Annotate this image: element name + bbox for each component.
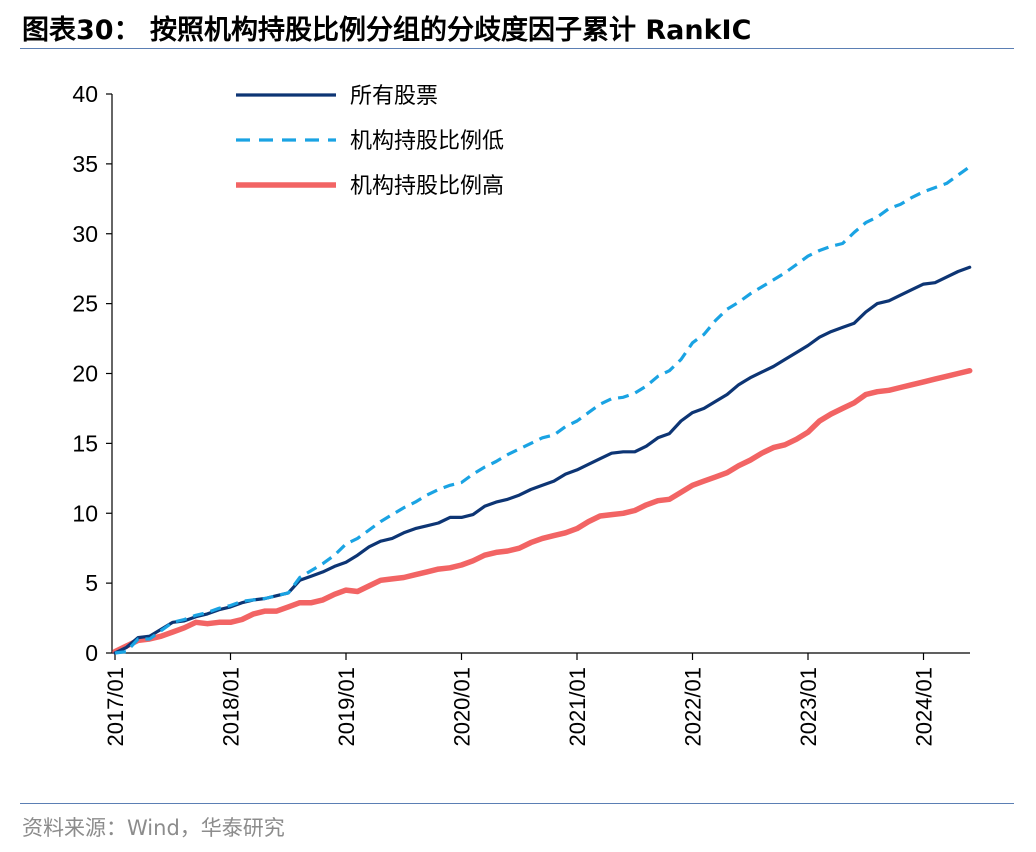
series-line-2 [112,367,973,655]
x-tick-label: 2018/01 [219,667,244,747]
x-tick-label: 2019/01 [334,667,359,747]
y-tick-label: 20 [72,361,98,387]
legend-label-1: 机构持股比例低 [350,129,504,154]
bottom-rule [20,803,1014,804]
y-tick-label: 5 [85,570,98,596]
series-line-1 [114,165,971,655]
y-tick-label: 10 [72,500,98,526]
y-tick-label: 25 [72,291,98,317]
x-tick-label: 2017/01 [103,667,128,747]
y-tick-label: 35 [72,151,98,177]
legend-label-0: 所有股票 [350,84,438,109]
y-tick-label: 0 [85,640,98,666]
x-tick-label: 2020/01 [450,667,475,747]
source-note: 资料来源：Wind，华泰研究 [22,816,285,840]
x-tick-label: 2023/01 [796,667,821,747]
series-layer [112,165,973,655]
top-rule [20,48,1014,49]
legend-label-2: 机构持股比例高 [350,174,504,199]
y-tick-label: 30 [72,221,98,247]
x-tick-label: 2024/01 [912,667,937,747]
figure-title: 图表30： 按照机构持股比例分组的分歧度因子累计 RankIC [22,15,752,46]
axes: 0 5 10 15 20 25 30 35 40 2017/01 2018/01 2019/01 202… [72,81,970,747]
y-tick-label: 40 [72,81,98,107]
series-line-0 [113,265,972,655]
x-tick-label: 2021/01 [565,667,590,747]
x-tick-label: 2022/01 [681,667,706,747]
y-tick-label: 15 [72,430,98,456]
